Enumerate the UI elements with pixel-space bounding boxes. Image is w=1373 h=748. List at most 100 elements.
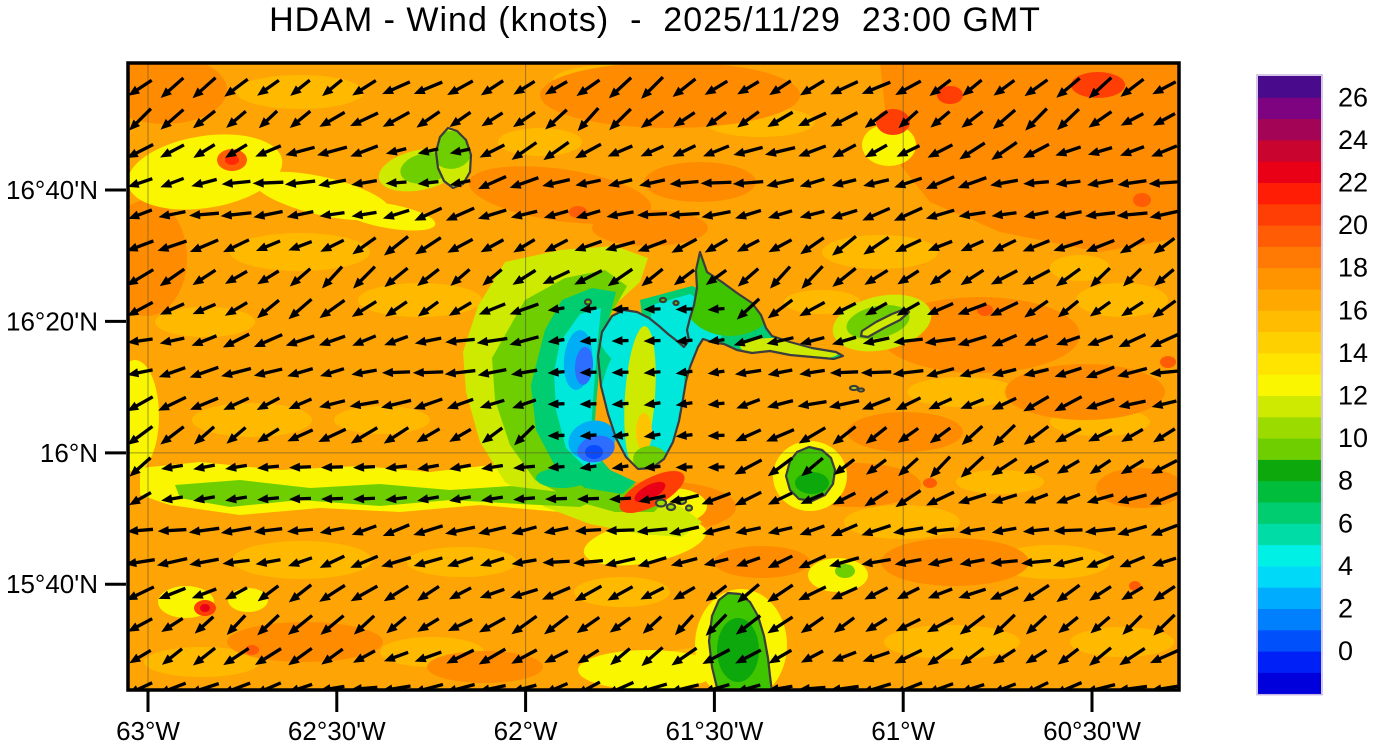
wind-arrow: [707, 335, 725, 346]
wind-arrow: [606, 210, 634, 220]
wind-arrow: [477, 208, 507, 220]
wind-arrow: [1022, 268, 1051, 285]
wind-arrow: [832, 143, 857, 158]
wind-arrow: [352, 236, 377, 255]
wind-arrow: [287, 526, 314, 536]
wind-arrow: [445, 525, 476, 536]
wind-arrow: [1023, 367, 1049, 378]
wind-arrow: [992, 238, 1017, 252]
wind-arrow: [897, 269, 920, 285]
wind-arrow: [927, 557, 953, 567]
wind-arrow: [864, 109, 889, 128]
colorbar-band: [1258, 502, 1321, 524]
wind-arrow: [643, 336, 661, 346]
wind-arrow: [609, 107, 632, 131]
wind-arrow: [481, 426, 504, 444]
wind-arrow: [481, 462, 504, 472]
wind-arrow: [1023, 395, 1050, 412]
wind-arrow: [865, 143, 888, 158]
wind-arrow: [1055, 267, 1082, 287]
wind-arrow: [547, 335, 565, 345]
wind-arrow: [1089, 300, 1112, 317]
wind-arrow: [798, 585, 827, 601]
wind-arrow: [830, 523, 858, 537]
wind-arrow: [927, 143, 954, 158]
wind-arrow: [253, 367, 283, 378]
wind-arrow: [255, 144, 282, 157]
wind-arrow: [862, 336, 890, 346]
wind-arrow: [766, 428, 795, 442]
wind-arrow: [545, 494, 568, 504]
wind-arrow: [224, 301, 248, 316]
wind-arrow: [1151, 556, 1177, 567]
chart-title: HDAM - Wind (knots) - 2025/11/29 23:00 G…: [269, 1, 1041, 39]
wind-arrow: [192, 109, 217, 129]
wind-arrow: [1088, 428, 1113, 442]
wind-arrow: [864, 268, 889, 285]
wind-arrow: [1090, 266, 1111, 288]
wind-arrow: [929, 455, 952, 478]
wind-arrow: [193, 462, 216, 472]
wind-arrow: [865, 301, 888, 316]
la-desirade-coastline: [859, 307, 911, 339]
colorbar-band: [1258, 438, 1321, 460]
wind-arrow: [321, 494, 344, 504]
wind-arrow: [547, 462, 565, 472]
wind-arrow: [896, 586, 920, 600]
wind-arrow: [448, 586, 472, 600]
wind-arrow: [929, 426, 952, 444]
wind-arrow: [352, 79, 377, 96]
wind-arrow: [385, 146, 407, 156]
wind-arrow: [416, 110, 441, 128]
wind-arrow: [350, 426, 379, 444]
wind-arrow: [675, 462, 693, 472]
wind-arrow: [734, 490, 762, 506]
wind-arrow: [799, 368, 826, 378]
wind-arrow: [767, 110, 794, 127]
wind-arrow: [223, 396, 250, 410]
wind-arrow: [675, 430, 693, 440]
wind-arrow: [1025, 107, 1049, 131]
wind-arrow: [319, 554, 346, 568]
wind-arrow: [640, 144, 665, 157]
wind-arrow: [416, 427, 441, 443]
wind-arrow: [958, 587, 987, 599]
wind-arrow: [1086, 554, 1115, 568]
wind-arrow: [445, 206, 475, 221]
wind-arrow: [958, 210, 986, 220]
wind-arrow: [383, 426, 410, 444]
wind-arrow: [641, 75, 665, 99]
wind-arrow: [194, 615, 215, 634]
wind-arrow: [1023, 210, 1049, 220]
wind-arrow: [189, 365, 219, 379]
wind-arrow: [509, 302, 539, 315]
wind-arrow: [417, 494, 440, 504]
wind-arrow: [1152, 299, 1177, 318]
wind-arrow: [734, 458, 763, 475]
wind-arrow: [991, 141, 1018, 160]
wind-arrow: [862, 650, 890, 663]
colorbar-band: [1258, 310, 1321, 333]
wind-arrow: [864, 489, 889, 507]
x-axis-tick-label: 63°W: [116, 716, 180, 746]
colorbar-band: [1258, 374, 1321, 396]
wind-arrow: [128, 239, 154, 252]
wind-arrow: [513, 79, 536, 95]
wind-arrow: [512, 110, 536, 128]
wind-arrow: [863, 178, 890, 188]
wind-arrow: [640, 586, 665, 600]
wind-arrow: [895, 617, 921, 632]
wind-arrow: [318, 427, 347, 442]
wind-arrow: [1117, 493, 1148, 505]
wind-arrow: [767, 615, 794, 634]
wind-arrow: [450, 268, 471, 286]
wind-speed-fill-layer: [128, 63, 1179, 690]
wind-arrow: [831, 335, 857, 346]
wind-arrow: [702, 648, 731, 664]
wind-arrow: [637, 556, 667, 568]
wind-arrow: [707, 430, 725, 441]
wind-arrow: [253, 333, 283, 348]
wind-arrow: [1089, 646, 1113, 666]
wind-arrow: [447, 556, 474, 568]
colorbar-band: [1258, 139, 1321, 162]
